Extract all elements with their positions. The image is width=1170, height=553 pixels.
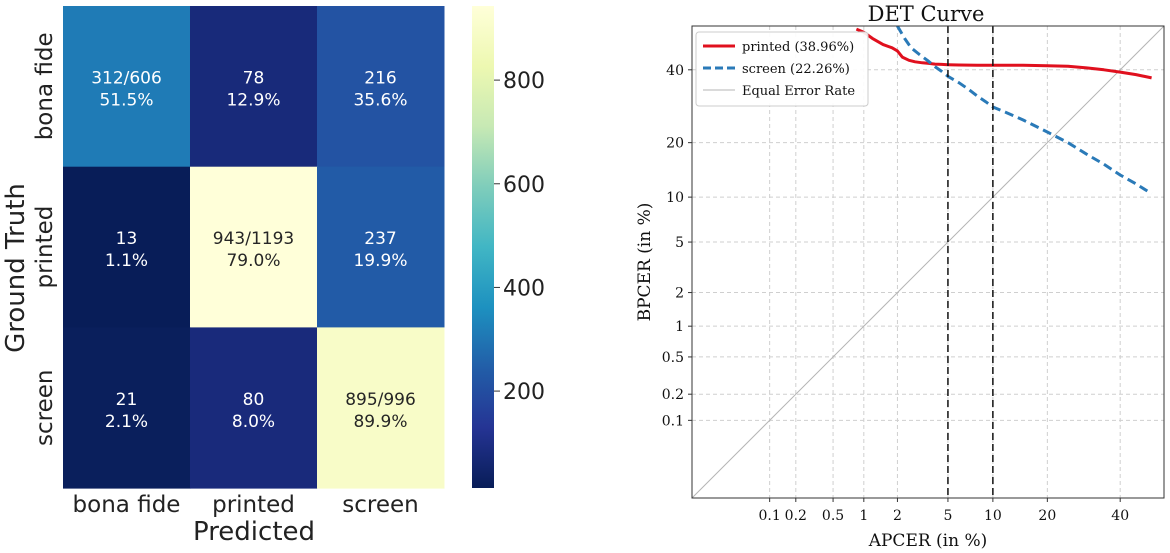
heatmap-cell <box>63 6 191 168</box>
y-tick-label: 0.5 <box>662 350 684 366</box>
det-series-line <box>855 27 1152 80</box>
x-tick-label: 0.1 <box>759 508 781 524</box>
heatmap-cell-percent: 8.0% <box>232 412 275 432</box>
y-tick-label: 0.2 <box>662 387 684 403</box>
heatmap-cell <box>317 6 445 168</box>
heatmap-cell <box>190 6 318 168</box>
heatmap-cell-percent: 35.6% <box>353 90 407 110</box>
heatmap-cell-count: 312/606 <box>91 68 162 88</box>
y-tick-label: 40 <box>666 63 684 79</box>
det-series-line <box>896 26 1153 195</box>
y-tick-label: 20 <box>666 136 684 152</box>
x-tick-label: 0.5 <box>822 508 844 524</box>
heatmap-cell-count: 237 <box>364 229 396 249</box>
heatmap-cell-percent: 1.1% <box>105 251 148 271</box>
x-tick-label: 0.2 <box>785 508 807 524</box>
det-curve-chart: DET Curve 0.1 0.2 0.5 1 2 5 10 20 40 0.10.20.512… <box>635 2 1165 551</box>
heatmap-cell-percent: 12.9% <box>226 90 280 110</box>
heatmap-row-label: printed <box>32 206 58 289</box>
heatmap-cell-count: 80 <box>243 390 265 410</box>
colorbar: 200 400 600 800 <box>472 6 545 488</box>
heatmap-cell <box>317 327 445 489</box>
legend-label: printed (38.96%) <box>742 40 854 55</box>
x-tick-label: 2 <box>893 508 902 524</box>
legend-label: Equal Error Rate <box>742 84 855 99</box>
heatmap-cell-count: 216 <box>364 68 396 88</box>
det-threshold-lines <box>947 26 994 498</box>
det-x-axis-label: APCER (in %) <box>868 531 988 551</box>
y-tick-label: 1 <box>675 319 684 335</box>
colorbar-tick-label: 600 <box>503 173 545 198</box>
heatmap-cell-count: 13 <box>116 229 138 249</box>
heatmap-col-label: bona fide <box>73 492 181 518</box>
y-tick-label: 5 <box>675 235 684 251</box>
colorbar-tick-label: 800 <box>503 69 545 94</box>
equal-error-rate-line <box>692 26 1164 498</box>
heatmap-cell-count: 21 <box>116 390 138 410</box>
heatmap-col-label: printed <box>212 492 295 518</box>
heatmap-cell-count: 78 <box>243 68 265 88</box>
x-tick-label: 10 <box>984 508 1002 524</box>
det-series <box>692 26 1164 498</box>
heatmap-row-label: screen <box>32 370 58 446</box>
heatmap-cell-percent: 79.0% <box>226 251 280 271</box>
heatmap-col-labels: bona fide printed screen <box>73 492 419 518</box>
heatmap-row-label: bona fide <box>32 32 58 140</box>
heatmap-cell <box>190 166 318 328</box>
heatmap-cell-percent: 19.9% <box>353 251 407 271</box>
legend-label: screen (22.26%) <box>742 62 850 77</box>
y-tick-label: 0.1 <box>662 413 684 429</box>
heatmap-cell <box>63 166 191 328</box>
heatmap-cell-count: 895/996 <box>345 390 416 410</box>
heatmap-y-axis-label: Ground Truth <box>1 183 31 353</box>
det-grid <box>692 26 1164 498</box>
det-chart-title: DET Curve <box>868 2 985 26</box>
colorbar-tick-label: 400 <box>503 276 545 301</box>
x-tick-label: 40 <box>1111 508 1129 524</box>
det-plot-frame <box>691 25 1165 499</box>
det-y-ticks: 0.1 0.2 0.5 1 2 5 10 20 40 <box>662 63 692 429</box>
det-x-ticks: 0.1 0.2 0.5 1 2 5 10 20 40 <box>759 498 1129 524</box>
heatmap-col-label: screen <box>342 492 418 518</box>
colorbar-gradient <box>472 6 494 488</box>
det-y-axis-label: BPCER (in %) <box>635 203 655 322</box>
colorbar-ticks: 200 400 600 800 <box>494 69 545 405</box>
det-legend: printed (38.96%) screen (22.26%) Equal Err… <box>695 31 869 107</box>
heatmap-row-labels: bona fide printed screen <box>32 32 58 446</box>
y-tick-label: 2 <box>675 286 684 302</box>
legend-box <box>695 31 869 107</box>
legend-entries: printed (38.96%) screen (22.26%) Equal Err… <box>703 40 855 99</box>
heatmap-cell-percent: 89.9% <box>353 412 407 432</box>
heatmap-cell <box>63 327 191 489</box>
x-tick-label: 20 <box>1038 508 1056 524</box>
colorbar-tick-label: 200 <box>503 380 545 405</box>
heatmap-cell-percent: 51.5% <box>99 90 153 110</box>
x-tick-label: 5 <box>943 508 952 524</box>
heatmap-cell-count: 943/1193 <box>213 229 294 249</box>
heatmap-cell <box>317 166 445 328</box>
heatmap-cell-percent: 2.1% <box>105 412 148 432</box>
heatmap-cell <box>190 327 318 489</box>
y-tick-label: 10 <box>666 190 684 206</box>
x-tick-label: 1 <box>859 508 868 524</box>
heatmap-x-axis-label: Predicted <box>193 517 315 547</box>
